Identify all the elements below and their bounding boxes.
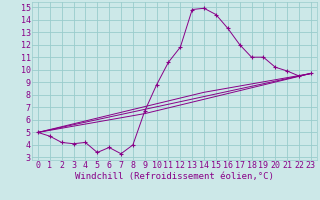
X-axis label: Windchill (Refroidissement éolien,°C): Windchill (Refroidissement éolien,°C): [75, 172, 274, 181]
